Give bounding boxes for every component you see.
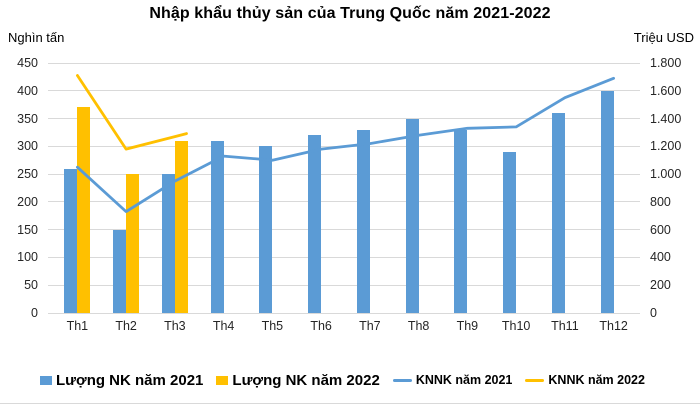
bar-luong-nk-nam-2021-th8 (405, 118, 419, 313)
bar-luong-nk-nam-2021-th6 (308, 135, 322, 313)
y-axis-label-left: 300 (17, 139, 38, 154)
legend-swatch-line (392, 378, 412, 382)
bar-luong-nk-nam-2021-th7 (356, 129, 370, 313)
x-axis-label-th10: Th10 (501, 319, 531, 333)
y-axis-label-left: 450 (17, 56, 38, 70)
legend-swatch-bar (216, 375, 229, 385)
x-axis-label-th5: Th5 (261, 319, 284, 333)
y-axis-label-right: 800 (650, 194, 671, 209)
legend-item-luong-nk-nam-2022: Lượng NK năm 2022 (216, 371, 380, 389)
bar-luong-nk-nam-2021-th2 (113, 229, 127, 313)
bar-luong-nk-nam-2021-th12 (600, 90, 614, 313)
gridline (48, 284, 640, 286)
plot-area (48, 62, 640, 314)
y-axis-label-right: 1.000 (650, 167, 682, 182)
gridline (48, 118, 640, 120)
legend-label: KNNK năm 2022 (548, 373, 645, 387)
legend-label: Lượng NK năm 2022 (232, 371, 380, 389)
x-axis-label-th1: Th1 (66, 319, 89, 333)
legend-item-knnk-nam-2021: KNNK năm 2021 (392, 373, 513, 387)
y-axis-label-left: 250 (17, 167, 38, 182)
line-knnk-nam-2022 (75, 74, 188, 151)
x-axis-label-th7: Th7 (359, 319, 381, 333)
x-axis-label-th11: Th11 (551, 319, 579, 333)
gridline (48, 173, 640, 175)
bar-luong-nk-nam-2021-th11 (551, 113, 565, 313)
bar-luong-nk-nam-2021-th1 (64, 168, 78, 313)
legend-label: KNNK năm 2021 (415, 373, 513, 387)
legend-swatch-bar (40, 375, 52, 385)
y-axis-label-left: 150 (17, 222, 38, 237)
y-axis-label-right: 200 (650, 278, 671, 293)
bar-luong-nk-nam-2021-th4 (210, 140, 224, 313)
bar-luong-nk-nam-2021-th5 (259, 146, 273, 313)
bar-luong-nk-nam-2021-th10 (503, 151, 517, 313)
bar-luong-nk-nam-2022-th3 (174, 140, 188, 313)
y-axis-label-right: 1.200 (650, 139, 682, 154)
left-axis-unit: Nghìn tấn (8, 30, 65, 45)
legend-label: Lượng NK năm 2021 (56, 371, 204, 389)
bar-luong-nk-nam-2021-th9 (454, 129, 468, 313)
x-axis-label-th4: Th4 (212, 319, 235, 333)
x-axis-label-th12: Th12 (599, 319, 628, 333)
gridline (48, 256, 640, 258)
y-axis-label-left: 400 (17, 83, 38, 98)
gridline (48, 201, 640, 203)
y-axis-label-left: 0 (31, 306, 38, 320)
y-axis-label-right: 0 (650, 306, 657, 320)
gridline (48, 312, 640, 314)
y-axis-label-right: 600 (650, 222, 671, 237)
y-axis-label-right: 1.800 (650, 56, 682, 70)
x-axis-label-th6: Th6 (310, 319, 332, 333)
chart-title: Nhập khẩu thủy sản của Trung Quốc năm 20… (149, 5, 551, 22)
y-axis-label-right: 400 (650, 250, 671, 265)
y-axis-label-left: 350 (17, 111, 38, 126)
legend-item-luong-nk-nam-2021: Lượng NK năm 2021 (40, 372, 203, 389)
y-axis-label-left: 100 (17, 250, 38, 265)
x-axis-label-th2: Th2 (115, 319, 137, 333)
x-axis-label-th8: Th8 (407, 319, 430, 333)
gridline (48, 229, 640, 231)
bar-luong-nk-nam-2022-th1 (77, 107, 91, 313)
gridline (48, 62, 640, 64)
legend: Lượng NK năm 2021 Lượng NK năm 2022 KNNK n… (40, 366, 690, 394)
x-axis-label-th3: Th3 (164, 319, 186, 333)
line-layer (75, 74, 615, 214)
right-axis-unit: Triệu USD (633, 30, 694, 45)
y-axis-label-left: 50 (24, 278, 38, 293)
x-axis-label-th9: Th9 (456, 319, 479, 333)
gridline (48, 90, 640, 92)
legend-swatch-line (525, 378, 545, 382)
legend-item-knnk-nam-2022: KNNK năm 2022 (525, 373, 645, 387)
line-knnk-nam-2021 (75, 76, 615, 214)
y-axis-label-left: 200 (17, 194, 38, 209)
y-axis-label-right: 1.400 (650, 111, 682, 126)
bar-luong-nk-nam-2021-th3 (161, 174, 175, 313)
y-axis-label-right: 1.600 (650, 83, 682, 98)
